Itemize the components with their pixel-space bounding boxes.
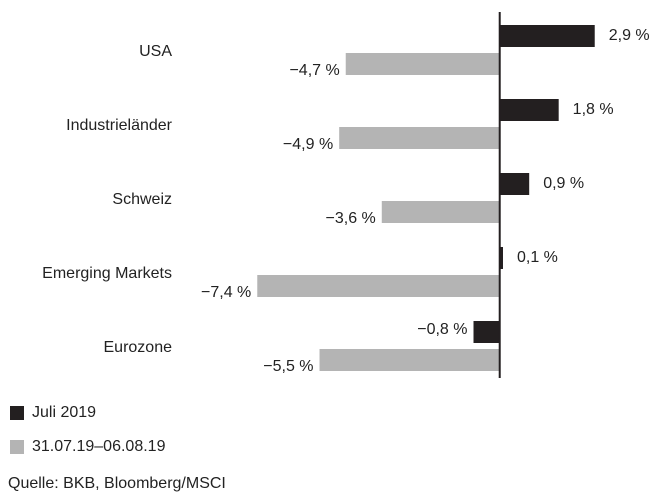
- legend-swatch: [10, 440, 24, 454]
- value-label: −7,4 %: [201, 284, 251, 301]
- category-label: USA: [139, 43, 172, 60]
- legend-label: Juli 2019: [32, 404, 96, 421]
- value-label: −4,7 %: [289, 62, 339, 79]
- category-label: Industrieländer: [66, 117, 173, 134]
- category-label: Emerging Markets: [42, 265, 172, 282]
- bar: [319, 349, 500, 371]
- source: Quelle: BKB, Bloomberg/MSCI: [8, 475, 226, 492]
- value-label: −4,9 %: [283, 136, 333, 153]
- bar: [499, 247, 503, 269]
- category-label: Schweiz: [112, 191, 172, 208]
- value-label: −3,6 %: [326, 210, 376, 227]
- bar: [499, 99, 559, 121]
- bar: [499, 173, 530, 195]
- value-label: 2,9 %: [609, 27, 650, 44]
- value-label: 0,9 %: [543, 175, 584, 192]
- value-label: 0,1 %: [517, 249, 558, 266]
- value-label: 1,8 %: [573, 101, 614, 118]
- bar: [499, 25, 595, 47]
- bar: [381, 201, 500, 223]
- category-label: Eurozone: [104, 339, 173, 356]
- value-label: −5,5 %: [263, 358, 313, 375]
- bar: [345, 53, 500, 75]
- bar: [257, 275, 500, 297]
- legend-label: 31.07.19–06.08.19: [32, 438, 166, 455]
- bar: [339, 127, 500, 149]
- bar: [473, 321, 500, 343]
- legend-swatch: [10, 406, 24, 420]
- value-label: −0,8 %: [417, 321, 467, 338]
